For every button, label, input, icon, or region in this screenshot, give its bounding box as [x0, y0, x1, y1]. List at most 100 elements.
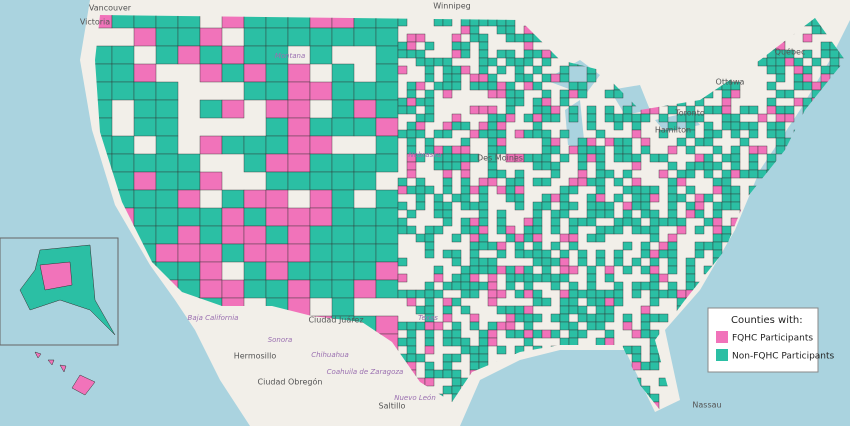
county [424, 233, 435, 243]
county [631, 177, 642, 187]
county [199, 45, 223, 65]
county [748, 169, 759, 179]
county [478, 329, 489, 339]
county [739, 169, 750, 179]
county [622, 321, 633, 331]
county [496, 289, 507, 299]
legend: Counties with: FQHC Participants Non-FQH… [707, 307, 835, 373]
county [133, 99, 157, 119]
county [667, 241, 678, 251]
county [541, 73, 552, 83]
county [406, 225, 417, 235]
county [406, 169, 417, 179]
county [460, 145, 471, 155]
county [568, 89, 579, 99]
county [622, 137, 633, 147]
place-label: Ciudad Obregón [258, 377, 323, 387]
county [550, 313, 561, 323]
county [451, 321, 462, 331]
county [375, 27, 399, 47]
county [541, 145, 552, 155]
county [375, 261, 399, 281]
county [133, 27, 157, 47]
alaska-inset [0, 237, 119, 346]
hawaii-islands [34, 351, 96, 396]
county [631, 153, 642, 163]
county [748, 129, 759, 139]
county [375, 207, 399, 227]
county [177, 243, 201, 263]
county [424, 97, 435, 107]
county [221, 225, 245, 245]
county [442, 217, 453, 227]
county [613, 257, 624, 267]
county [775, 113, 786, 123]
county [478, 105, 489, 115]
county [375, 279, 399, 299]
county [631, 201, 642, 211]
county [415, 233, 426, 243]
county [177, 153, 201, 173]
county [694, 193, 705, 203]
county [568, 81, 579, 91]
county [640, 209, 651, 219]
county [265, 99, 289, 119]
county [703, 129, 714, 139]
county [586, 289, 597, 299]
county [577, 313, 588, 323]
county [243, 207, 267, 227]
county [177, 171, 201, 191]
county [577, 137, 588, 147]
county [406, 289, 417, 299]
county [577, 257, 588, 267]
county [415, 193, 426, 203]
place-label: Winnipeg [433, 2, 470, 11]
county [514, 89, 525, 99]
county [243, 189, 267, 209]
county [586, 177, 597, 187]
county [784, 105, 795, 115]
county [177, 45, 201, 65]
county [505, 265, 516, 275]
county [550, 329, 561, 339]
county [406, 345, 417, 355]
county [331, 63, 355, 83]
county [622, 185, 633, 195]
county [667, 233, 678, 243]
county [442, 17, 453, 27]
legend-item: FQHC Participants [732, 334, 813, 344]
county [460, 201, 471, 211]
county [649, 257, 660, 267]
county [676, 217, 687, 227]
county [811, 81, 822, 91]
county [694, 201, 705, 211]
county [631, 217, 642, 227]
county [460, 169, 471, 179]
county [287, 279, 311, 299]
county [469, 281, 480, 291]
county [505, 113, 516, 123]
county [442, 369, 453, 379]
county [541, 177, 552, 187]
county [469, 105, 480, 115]
county [586, 313, 597, 323]
county [496, 121, 507, 131]
county [694, 249, 705, 259]
county [748, 153, 759, 163]
county [577, 329, 588, 339]
county [406, 121, 417, 131]
county [433, 81, 444, 91]
county [331, 297, 355, 317]
county [820, 65, 831, 75]
county [469, 129, 480, 139]
county [532, 121, 543, 131]
county [478, 233, 489, 243]
county [353, 99, 377, 119]
county [775, 121, 786, 131]
county [375, 99, 399, 119]
county [568, 281, 579, 291]
county [177, 207, 201, 227]
county [433, 225, 444, 235]
county [613, 193, 624, 203]
county [514, 273, 525, 283]
